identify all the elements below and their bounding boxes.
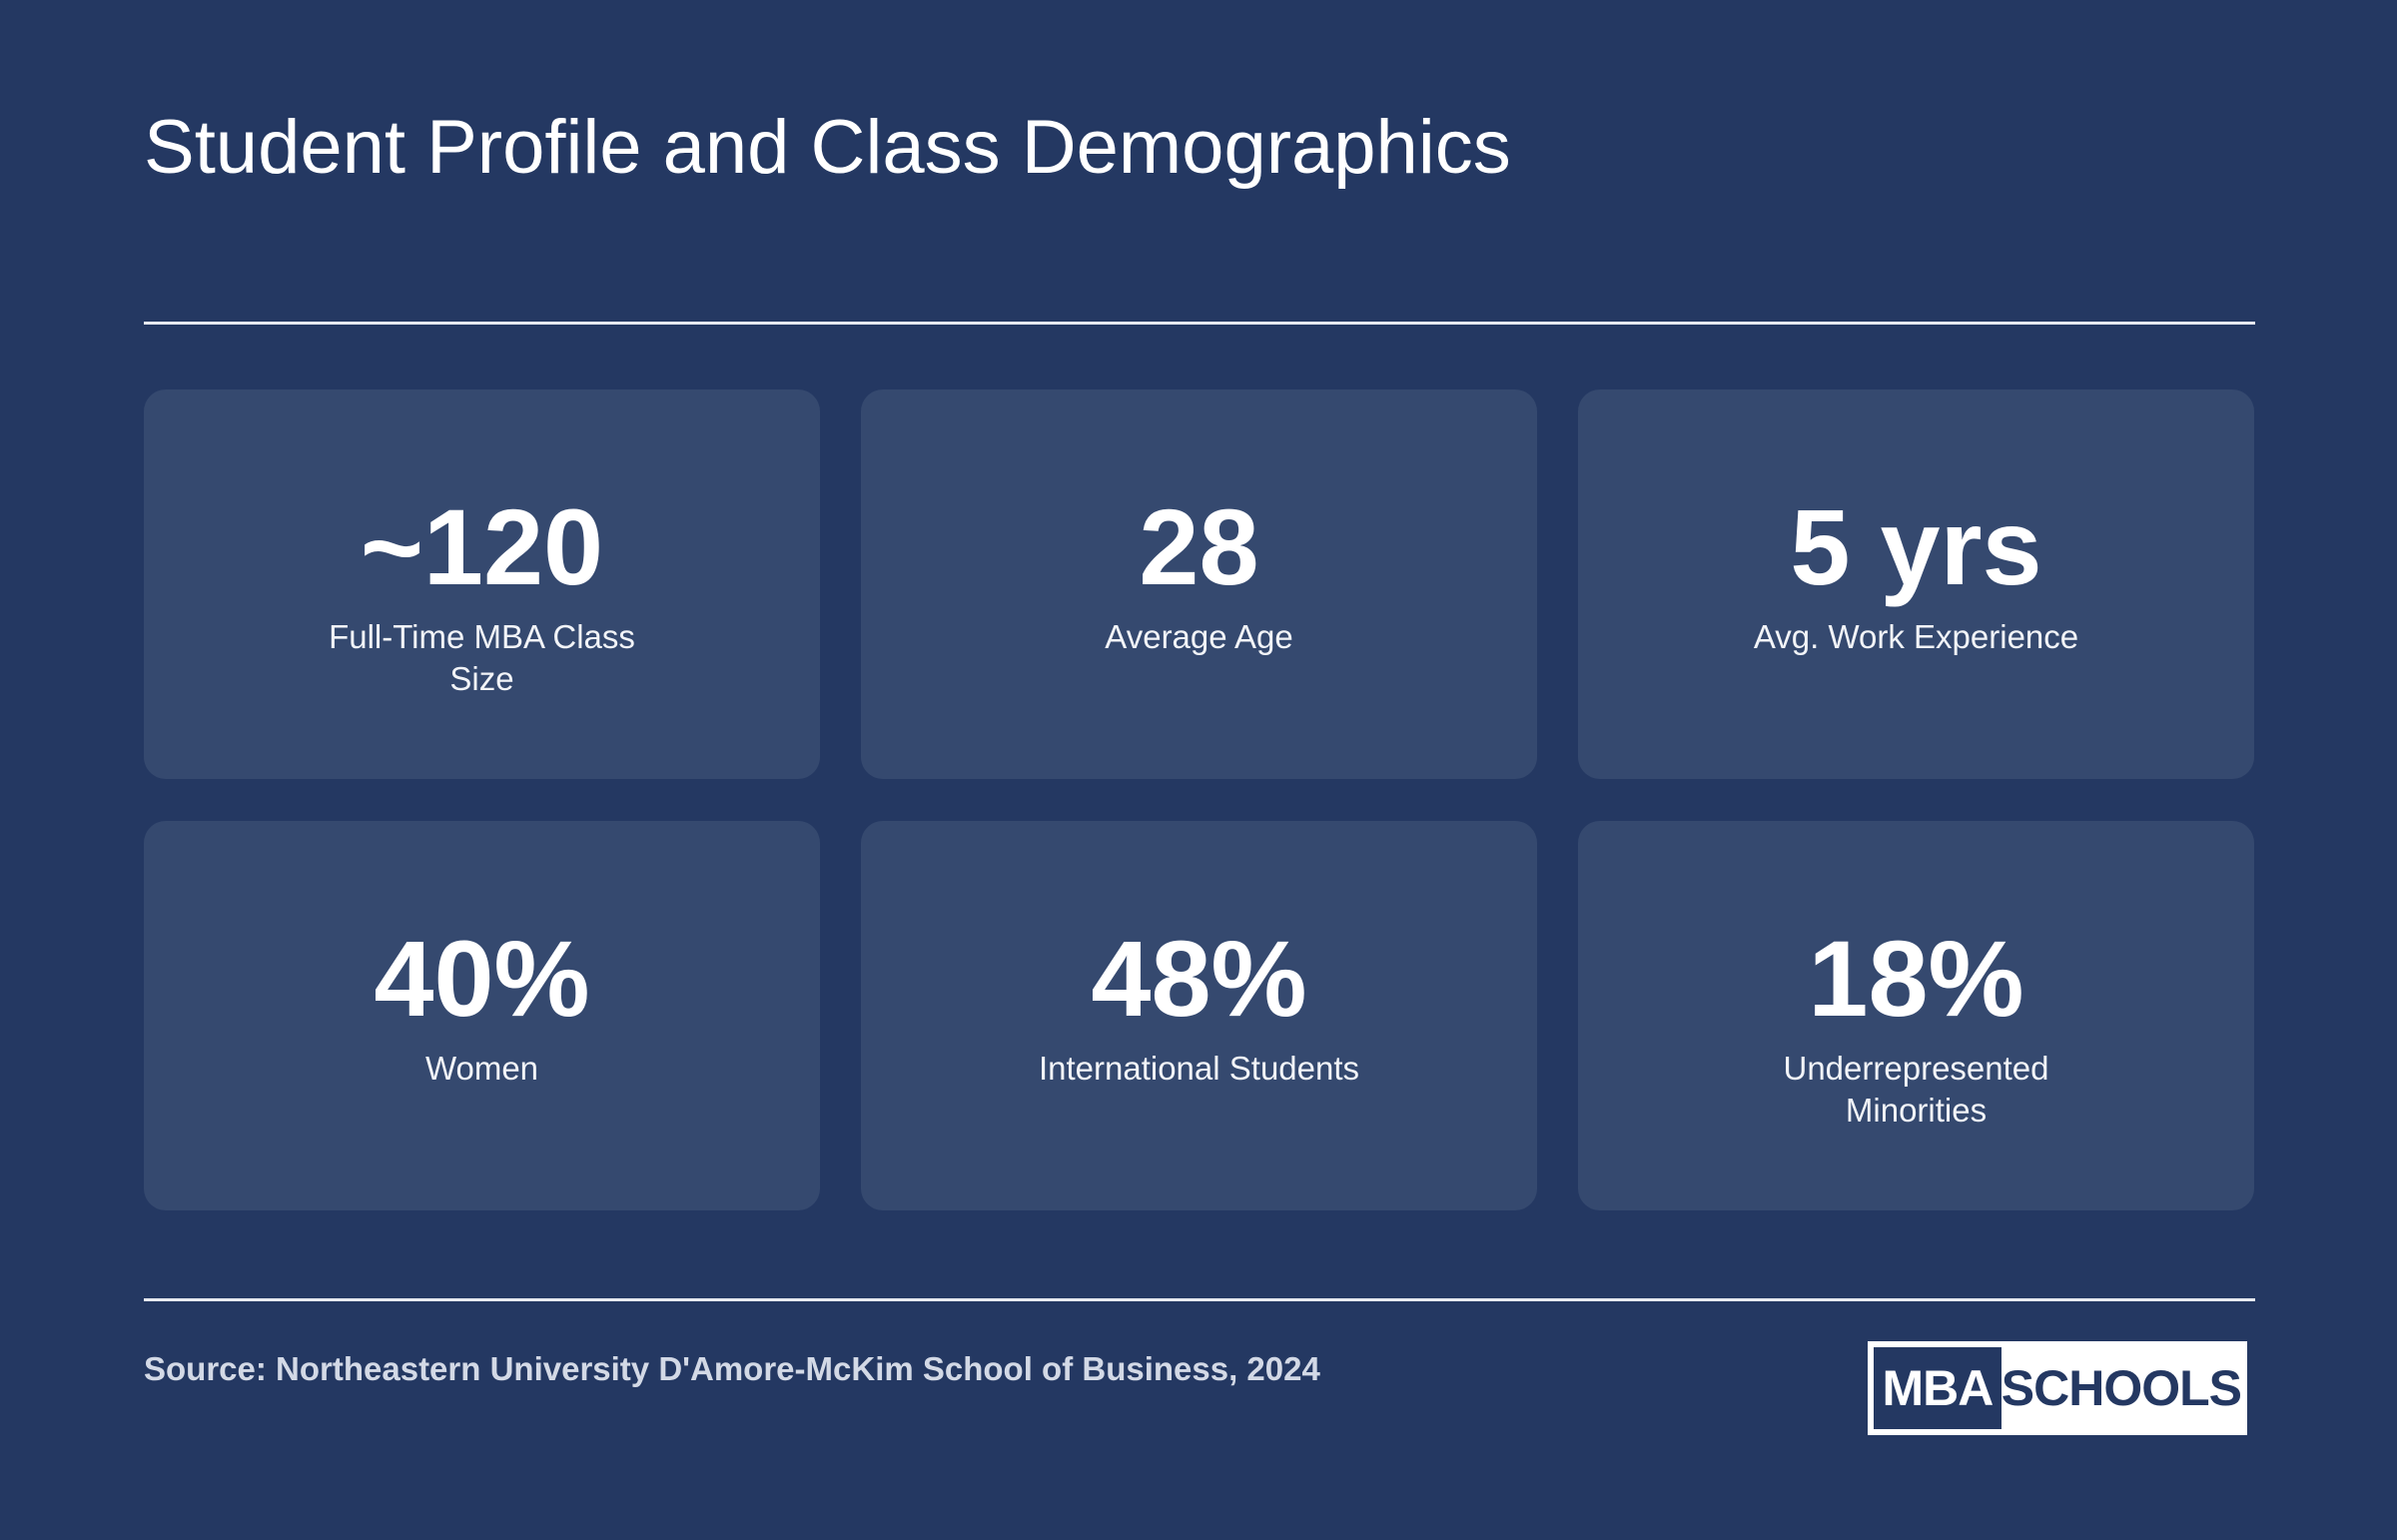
stat-card-average-age: 28 Average Age	[861, 389, 1537, 779]
stat-value: 18%	[1808, 918, 2024, 1039]
stat-value: ~120	[360, 486, 604, 607]
page-title: Student Profile and Class Demographics	[144, 105, 1511, 190]
stats-grid: ~120 Full-Time MBA Class Size 28 Average…	[144, 389, 2255, 1210]
top-divider	[144, 322, 2255, 325]
source-note: Source: Northeastern University D'Amore-…	[144, 1350, 1320, 1387]
stat-card-international: 48% International Students	[861, 821, 1537, 1210]
logo-mba-text: MBA	[1874, 1347, 2001, 1429]
stat-label: Full-Time MBA Class Size	[329, 618, 635, 697]
stat-card-class-size: ~120 Full-Time MBA Class Size	[144, 389, 820, 779]
bottom-divider	[144, 1298, 2255, 1301]
stat-value: 28	[1139, 486, 1259, 607]
stat-label: Underrepresented Minorities	[1783, 1050, 2049, 1129]
stat-label: Women	[424, 1050, 539, 1087]
stat-label: Avg. Work Experience	[1753, 618, 2079, 655]
stat-card-work-experience: 5 yrs Avg. Work Experience	[1578, 389, 2254, 779]
stat-value: 5 yrs	[1790, 486, 2042, 607]
stat-label: International Students	[1038, 1050, 1360, 1087]
mba-schools-logo: MBA SCHOOLS	[1868, 1341, 2247, 1435]
stat-card-women: 40% Women	[144, 821, 820, 1210]
logo-schools-text: SCHOOLS	[2000, 1360, 2242, 1416]
stat-value: 48%	[1091, 918, 1307, 1039]
stat-label: Average Age	[1105, 618, 1293, 655]
stat-value: 40%	[374, 918, 590, 1039]
stat-card-minorities: 18% Underrepresented Minorities	[1578, 821, 2254, 1210]
